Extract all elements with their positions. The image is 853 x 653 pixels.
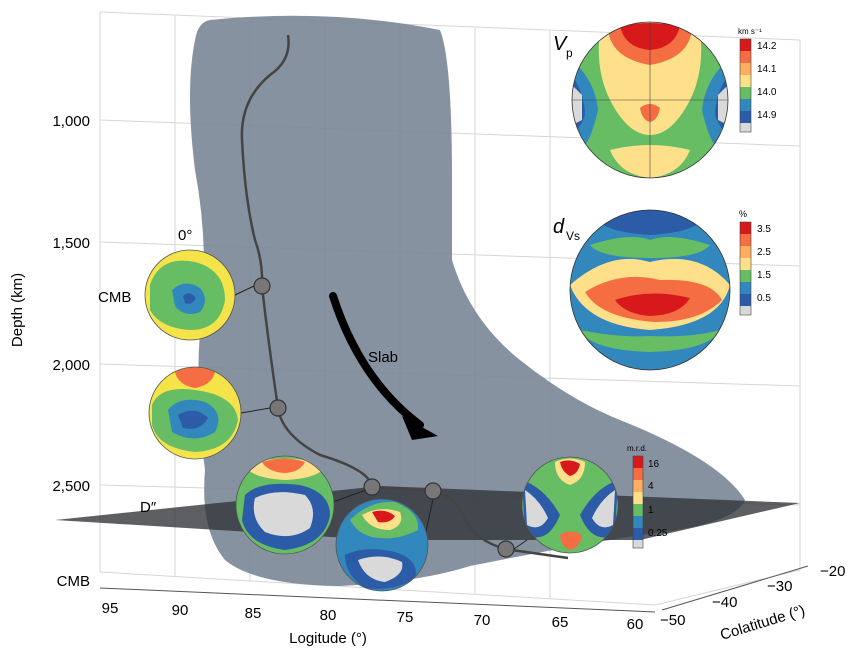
dvs-colorbar bbox=[739, 221, 752, 316]
vp-tick-1: 14.2 bbox=[757, 41, 777, 52]
trajectory-path bbox=[240, 34, 569, 560]
sample-marker-3 bbox=[363, 478, 381, 496]
x-tick-90: 90 bbox=[172, 602, 189, 619]
dvs-pole-figure bbox=[570, 210, 730, 370]
slab-body bbox=[190, 15, 745, 586]
d-double-prime-label: D″ bbox=[140, 499, 157, 516]
sample-marker-2 bbox=[269, 399, 287, 417]
y-tick-1000: 1,000 bbox=[52, 113, 90, 130]
mrd-colorbar bbox=[632, 455, 644, 549]
slab-label: Slab bbox=[368, 349, 398, 366]
x-tick-60: 60 bbox=[627, 616, 644, 633]
z-tick-50: −50 bbox=[660, 612, 685, 629]
x-axis-label: Logitude (°) bbox=[289, 630, 367, 647]
cmb-pole-label: CMB bbox=[98, 289, 131, 306]
pole-figure-4 bbox=[336, 499, 428, 591]
x-tick-65: 65 bbox=[552, 614, 569, 631]
z-tick-20: −20 bbox=[820, 563, 845, 580]
y-tick-cmb: CMB bbox=[57, 573, 90, 590]
pole-figure-2 bbox=[149, 367, 241, 459]
y-tick-2000: 2,000 bbox=[52, 357, 90, 374]
dvs-tick-2: 2.5 bbox=[757, 247, 771, 258]
y-axis-label: Depth (km) bbox=[9, 273, 26, 347]
sample-marker-1 bbox=[253, 277, 271, 295]
y-tick-1500: 1,500 bbox=[52, 235, 90, 252]
mrd-unit: m.r.d. bbox=[627, 444, 647, 453]
y-tick-2500: 2,500 bbox=[52, 478, 90, 495]
x-tick-85: 85 bbox=[245, 605, 262, 622]
x-tick-95: 95 bbox=[102, 600, 119, 617]
slab-motion-arrow bbox=[329, 292, 424, 429]
vp-subscript: p bbox=[566, 46, 573, 60]
dvs-tick-3: 1.5 bbox=[757, 270, 771, 281]
mrd-tick-3: 1 bbox=[648, 505, 654, 516]
dvs-subscript: Vs bbox=[566, 229, 580, 243]
vp-colorbar bbox=[739, 38, 752, 133]
vp-symbol: V bbox=[553, 33, 568, 55]
pole-figure-5 bbox=[522, 457, 618, 553]
mrd-tick-4: 0.25 bbox=[648, 528, 668, 539]
vp-tick-2: 14.1 bbox=[757, 64, 777, 75]
sample-marker-5 bbox=[497, 540, 515, 558]
pole-figure-1 bbox=[145, 250, 235, 340]
z-tick-30: −30 bbox=[767, 578, 792, 595]
sample-marker-4 bbox=[424, 482, 442, 500]
vp-tick-3: 14.0 bbox=[757, 87, 777, 98]
dvs-symbol: d bbox=[553, 216, 565, 238]
dvs-unit: % bbox=[739, 209, 747, 219]
x-tick-80: 80 bbox=[320, 607, 337, 624]
vp-tick-4: 14.9 bbox=[757, 110, 777, 121]
dvs-tick-4: 0.5 bbox=[757, 293, 771, 304]
x-tick-70: 70 bbox=[474, 612, 491, 629]
x-tick-75: 75 bbox=[397, 609, 414, 626]
z-tick-40: −40 bbox=[712, 594, 737, 611]
zero-degree-label: 0° bbox=[178, 227, 192, 244]
dvs-tick-1: 3.5 bbox=[757, 224, 771, 235]
vp-unit: km s⁻¹ bbox=[738, 27, 762, 36]
mrd-tick-1: 16 bbox=[648, 459, 660, 470]
mrd-tick-2: 4 bbox=[648, 481, 654, 492]
pole-figure-3 bbox=[236, 456, 334, 554]
